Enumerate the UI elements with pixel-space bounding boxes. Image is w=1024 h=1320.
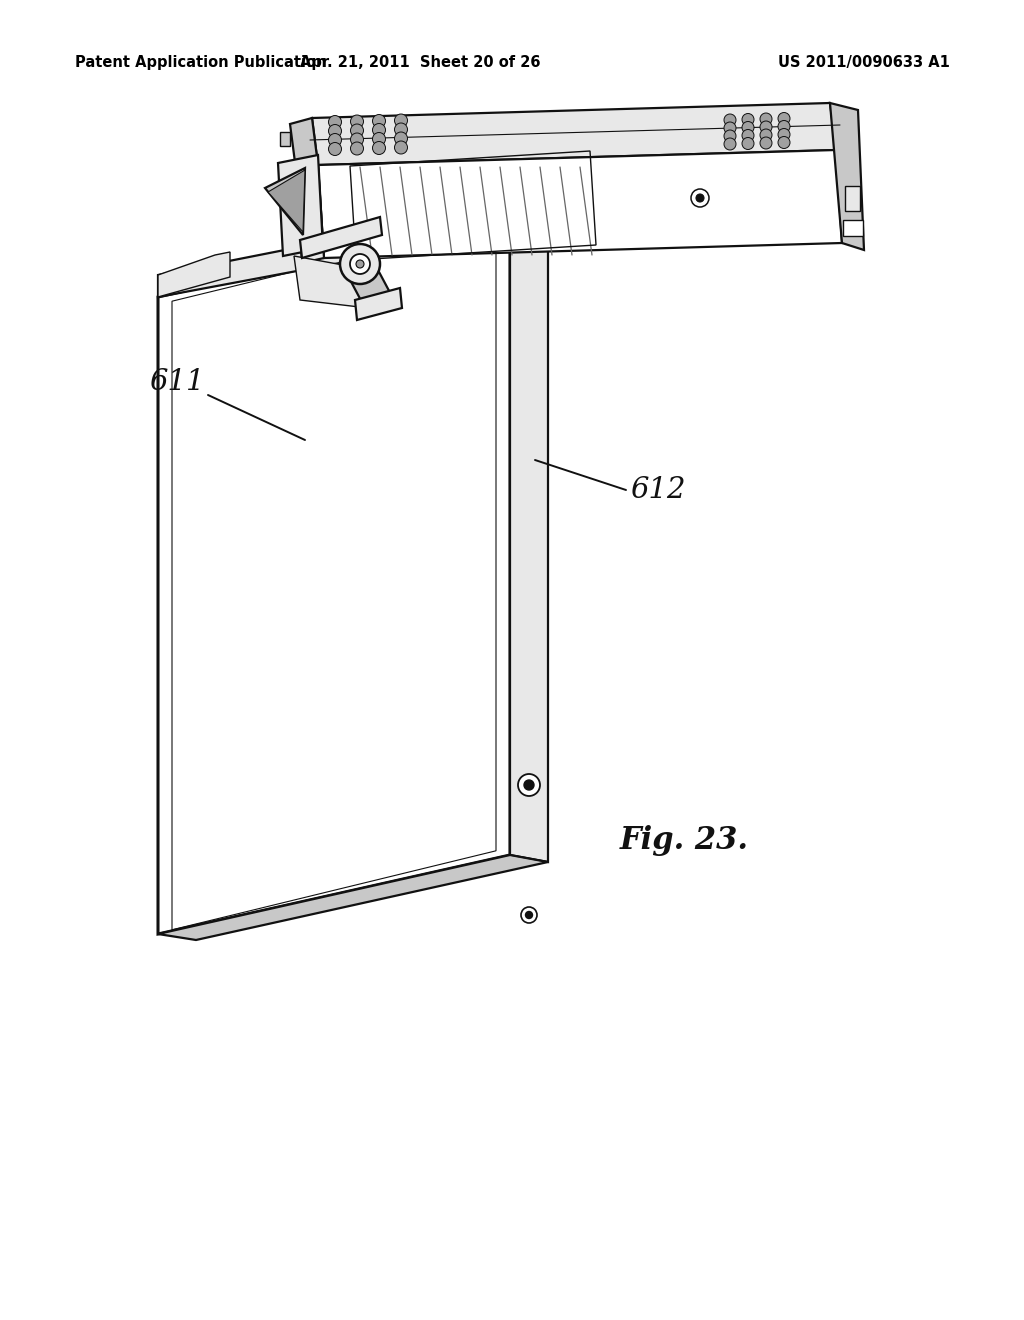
Circle shape [373, 124, 385, 136]
Circle shape [760, 114, 772, 125]
Circle shape [778, 128, 790, 140]
Circle shape [742, 129, 754, 141]
Text: 611: 611 [150, 368, 205, 396]
Circle shape [742, 114, 754, 125]
Polygon shape [278, 154, 323, 256]
Circle shape [778, 120, 790, 132]
Circle shape [778, 112, 790, 124]
Circle shape [340, 244, 380, 284]
Circle shape [760, 129, 772, 141]
Polygon shape [318, 150, 842, 257]
Polygon shape [290, 117, 318, 170]
Circle shape [778, 136, 790, 149]
Bar [843, 220, 863, 236]
Circle shape [373, 141, 385, 154]
Circle shape [394, 132, 408, 145]
Circle shape [760, 137, 772, 149]
Polygon shape [158, 218, 510, 935]
Circle shape [518, 774, 540, 796]
Polygon shape [312, 103, 836, 165]
Text: Patent Application Publication: Patent Application Publication [75, 54, 327, 70]
Polygon shape [268, 170, 305, 232]
Circle shape [356, 260, 364, 268]
Text: Apr. 21, 2011  Sheet 20 of 26: Apr. 21, 2011 Sheet 20 of 26 [300, 54, 541, 70]
Text: US 2011/0090633 A1: US 2011/0090633 A1 [778, 54, 950, 70]
Polygon shape [510, 218, 548, 862]
Polygon shape [296, 165, 324, 263]
Circle shape [724, 121, 736, 135]
Circle shape [742, 121, 754, 133]
Circle shape [394, 123, 408, 136]
Circle shape [696, 194, 705, 202]
Circle shape [350, 124, 364, 137]
Polygon shape [158, 252, 230, 297]
Circle shape [525, 912, 532, 919]
Circle shape [329, 116, 341, 128]
Circle shape [373, 115, 385, 128]
Circle shape [524, 780, 534, 789]
Circle shape [350, 253, 370, 275]
Bar [280, 132, 290, 147]
Polygon shape [294, 256, 385, 310]
Polygon shape [265, 168, 305, 235]
Circle shape [394, 141, 408, 154]
Circle shape [329, 143, 341, 156]
Circle shape [691, 189, 709, 207]
Circle shape [329, 124, 341, 137]
Circle shape [724, 114, 736, 125]
Circle shape [742, 137, 754, 149]
Circle shape [373, 132, 385, 145]
Circle shape [760, 121, 772, 133]
Circle shape [350, 115, 364, 128]
Text: 612: 612 [630, 477, 685, 504]
Polygon shape [830, 103, 864, 249]
Polygon shape [158, 855, 548, 940]
Polygon shape [355, 288, 402, 319]
Polygon shape [300, 216, 382, 257]
Polygon shape [158, 198, 548, 297]
Circle shape [724, 139, 736, 150]
Circle shape [350, 133, 364, 147]
Circle shape [329, 133, 341, 147]
Bar [845, 186, 860, 211]
Circle shape [394, 114, 408, 127]
Text: Fig. 23.: Fig. 23. [620, 825, 749, 855]
Circle shape [521, 907, 537, 923]
Circle shape [724, 129, 736, 143]
Polygon shape [510, 855, 548, 862]
Circle shape [350, 143, 364, 154]
Polygon shape [348, 271, 395, 308]
